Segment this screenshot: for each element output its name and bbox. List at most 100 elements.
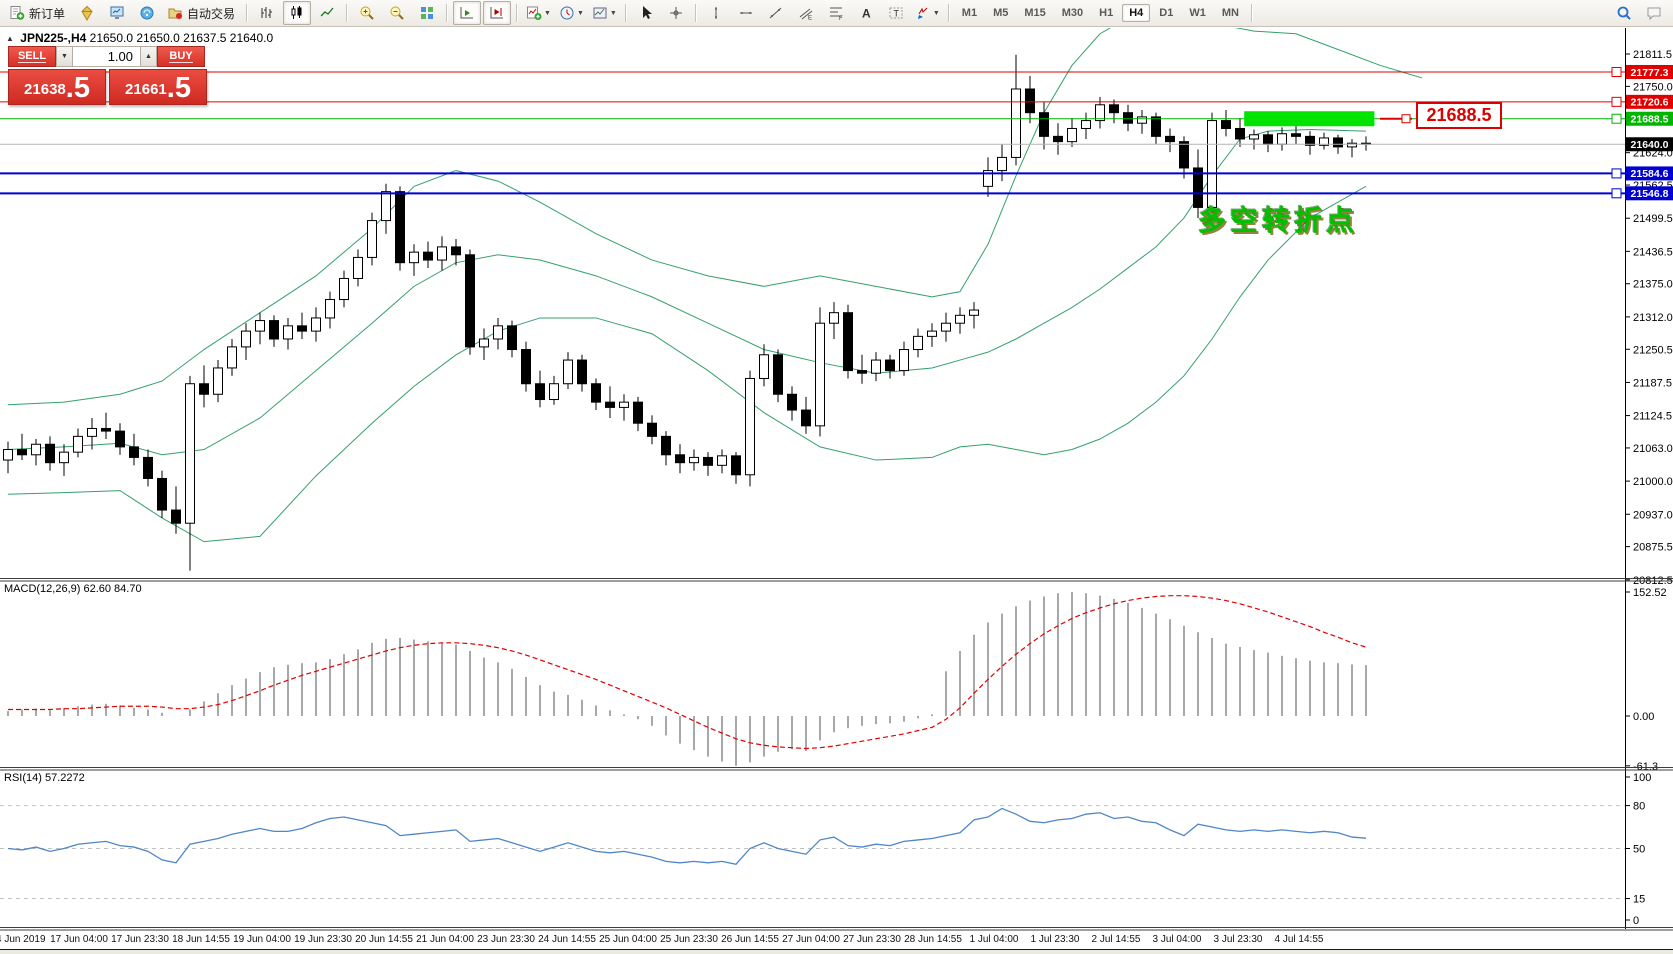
candlestick-chart-button[interactable] (283, 1, 312, 25)
text-label-button[interactable]: T (882, 1, 910, 25)
buy-button[interactable]: BUY (157, 46, 205, 67)
bar-chart-icon (259, 5, 275, 21)
sell-price-fraction: .5 (65, 72, 90, 104)
candle (157, 477, 167, 511)
search-button[interactable] (1610, 1, 1638, 25)
candle (143, 456, 153, 479)
equidistant-channel-button[interactable]: E (792, 1, 820, 25)
horizontal-line-button[interactable] (732, 1, 760, 25)
candle (381, 191, 391, 222)
line-chart-button[interactable] (313, 1, 341, 25)
horizontal-line-icon (738, 5, 754, 21)
candle (353, 256, 363, 279)
main-price-panel (0, 28, 1625, 571)
line-anchor-marker[interactable] (1611, 188, 1622, 199)
price-tick-label: 21250.5 (1633, 344, 1673, 356)
volume-input[interactable]: 1.00 (73, 46, 140, 67)
panel-divider[interactable] (0, 767, 1673, 768)
auto-trading-button[interactable]: 自动交易 (163, 1, 241, 25)
candle (395, 191, 405, 264)
signals-button[interactable] (133, 1, 161, 25)
timeframe-m5[interactable]: M5 (993, 7, 1009, 19)
candle (1207, 120, 1217, 208)
indicators-list-button[interactable]: ▼ (523, 1, 554, 25)
new-order-button[interactable]: 新订单 (5, 1, 71, 25)
candle (269, 320, 279, 340)
trendline-button[interactable] (762, 1, 790, 25)
crosshair-button[interactable] (662, 1, 690, 25)
candle (983, 170, 993, 187)
bollinger-lower-band (7, 185, 1367, 543)
timeframe-m30[interactable]: M30 (1061, 7, 1084, 19)
sell-button[interactable]: SELL (8, 46, 56, 67)
price-tick-label: 21000.0 (1633, 476, 1673, 488)
time-axis-label: 3 Jul 04:00 (1153, 934, 1202, 945)
candle (1067, 127, 1077, 143)
timeframe-w1[interactable]: W1 (1189, 7, 1206, 19)
timeframe-mn[interactable]: MN (1221, 7, 1239, 19)
zoom-out-button[interactable] (383, 1, 411, 25)
template-icon (592, 5, 608, 21)
line-anchor-marker[interactable] (1611, 96, 1622, 107)
candle (255, 320, 265, 332)
period-selector-button[interactable]: ▼ (556, 1, 587, 25)
price-tick-label: 21375.0 (1633, 279, 1673, 291)
volume-increase-button[interactable]: ▲ (140, 46, 157, 67)
chart-shift-icon (489, 5, 505, 21)
highlight-rectangle-object[interactable] (1244, 111, 1375, 127)
panel-divider[interactable] (0, 578, 1673, 579)
collapse-arrow-icon[interactable]: ▲ (6, 34, 14, 43)
candle (759, 354, 769, 379)
candle (1277, 133, 1287, 145)
timeframe-h4[interactable]: H4 (1122, 4, 1151, 22)
template-button[interactable]: ▼ (589, 1, 620, 25)
turning-point-annotation[interactable]: 多空转折点 (1198, 205, 1359, 236)
zoom-out-icon (389, 5, 405, 21)
candle (549, 383, 559, 401)
chat-button[interactable] (1640, 1, 1668, 25)
window-bottom-strip (0, 950, 1673, 954)
panel-divider[interactable] (0, 927, 1673, 928)
line-anchor-marker[interactable] (1611, 168, 1622, 179)
tile-windows-button[interactable] (413, 1, 441, 25)
timeframe-m15[interactable]: M15 (1024, 7, 1046, 19)
timeframe-d1[interactable]: D1 (1159, 7, 1174, 19)
text-icon: A (858, 5, 874, 21)
cursor-button[interactable] (632, 1, 660, 25)
price-tick-label: 21312.0 (1633, 312, 1673, 324)
panel-divider[interactable] (0, 580, 1673, 582)
bar-chart-button[interactable] (253, 1, 281, 25)
candle (1347, 142, 1357, 148)
price-axis-label: 21777.3 (1631, 67, 1669, 79)
price-axis-label-box (1626, 94, 1673, 109)
bollinger-middle-band (7, 129, 1367, 456)
panel-divider[interactable] (0, 929, 1673, 931)
auto-scroll-button[interactable] (453, 1, 482, 25)
candle (563, 359, 573, 385)
candlestick-icon (289, 5, 305, 21)
volume-decrease-button[interactable]: ▼ (56, 46, 73, 67)
timeframe-m1[interactable]: M1 (961, 7, 978, 19)
candle (339, 277, 349, 301)
chart-shift-button[interactable] (483, 1, 512, 25)
toolbar-separator (446, 4, 449, 22)
metaeditor-button[interactable] (73, 1, 101, 25)
zoom-in-button[interactable] (353, 1, 381, 25)
candle (199, 383, 209, 395)
text-button[interactable]: A (852, 1, 880, 25)
price-tag-annotation[interactable]: 21688.5 (1416, 102, 1502, 129)
arrows-dropdown-button[interactable]: ▼ (912, 1, 943, 25)
vertical-line-button[interactable] (702, 1, 730, 25)
panel-divider[interactable] (0, 769, 1673, 771)
line-anchor-marker[interactable] (1611, 67, 1622, 77)
fibonacci-button[interactable]: F (822, 1, 850, 25)
buy-price-box[interactable]: 21661.5 (109, 69, 207, 105)
candle (73, 435, 83, 453)
market-watch-button[interactable] (103, 1, 131, 25)
line-anchor-marker[interactable] (1611, 113, 1622, 124)
sell-price-box[interactable]: 21638.5 (8, 69, 106, 105)
time-axis-label: 23 Jun 23:30 (477, 934, 535, 945)
timeframe-h1[interactable]: H1 (1099, 7, 1114, 19)
candle (591, 383, 601, 403)
